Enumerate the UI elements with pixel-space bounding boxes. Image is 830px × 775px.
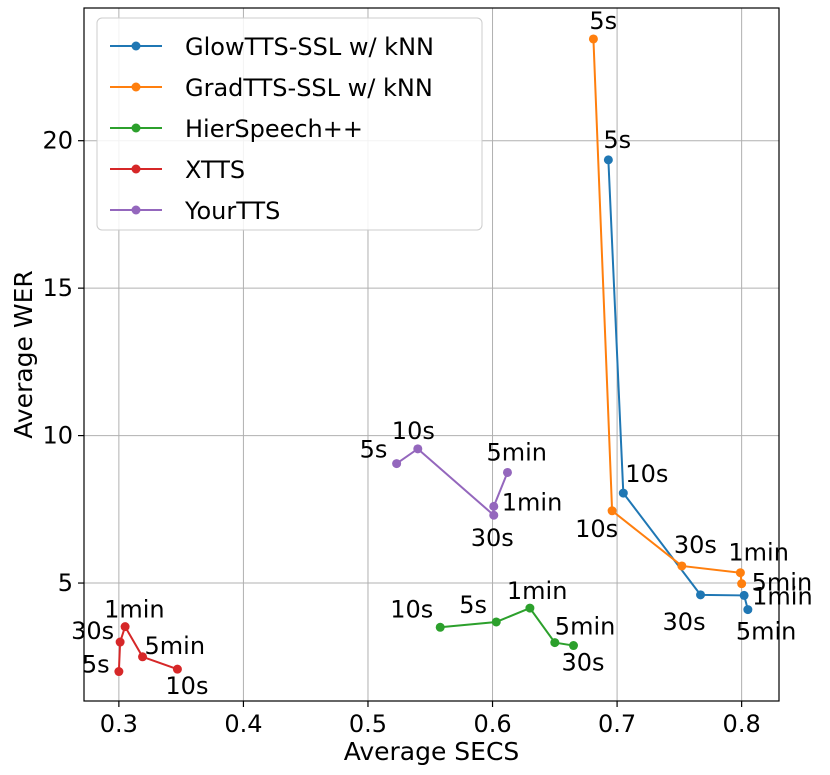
data-point — [739, 590, 749, 600]
y-tick-label: 20 — [42, 127, 73, 155]
point-label: 5min — [736, 618, 797, 646]
data-point — [568, 641, 578, 651]
point-label: 5s — [82, 651, 110, 679]
data-point — [607, 506, 617, 516]
point-label: 30s — [663, 608, 706, 636]
legend-marker — [131, 205, 141, 215]
point-label: 1min — [752, 582, 813, 610]
data-point — [588, 34, 598, 44]
x-tick-label: 0.6 — [473, 710, 511, 738]
data-point — [502, 467, 512, 477]
legend-label: YourTTS — [184, 197, 280, 225]
data-point — [696, 590, 706, 600]
data-point — [491, 617, 501, 627]
legend-label: GlowTTS-SSL w/ kNN — [185, 33, 434, 61]
plot-frame — [83, 7, 780, 702]
data-point — [737, 579, 747, 589]
data-point — [120, 622, 130, 632]
point-label: 10s — [390, 595, 433, 623]
x-axis-title: Average SECS — [344, 737, 520, 766]
series-glowtts-ssl-w-knn — [603, 155, 753, 615]
y-tick-label: 15 — [42, 274, 73, 302]
point-label: 30s — [561, 649, 604, 677]
series-yourtts — [392, 444, 512, 520]
point-label: 1min — [502, 488, 563, 516]
x-tick-label: 0.5 — [349, 710, 387, 738]
data-point — [138, 652, 148, 662]
data-point — [525, 603, 535, 613]
data-point — [550, 638, 560, 648]
point-label: 30s — [471, 524, 514, 552]
data-point — [115, 637, 125, 647]
legend-marker — [131, 41, 141, 51]
legend-label: HierSpeech++ — [185, 115, 363, 143]
series-xtts — [114, 622, 182, 677]
series-hierspeech — [435, 603, 578, 651]
point-label: 10s — [625, 460, 668, 488]
data-point — [618, 488, 628, 498]
data-point — [743, 605, 753, 615]
series-layer — [114, 34, 753, 677]
point-label: 10s — [392, 417, 435, 445]
data-point — [172, 664, 182, 674]
point-label: 30s — [674, 531, 717, 559]
point-label: 30s — [71, 617, 114, 645]
data-point — [603, 155, 613, 165]
data-point — [392, 459, 402, 469]
point-label: 5s — [459, 591, 487, 619]
point-label: 5s — [589, 7, 617, 35]
point-label: 5min — [145, 632, 206, 660]
legend-marker — [131, 82, 141, 92]
point-label: 5s — [360, 436, 388, 464]
data-point — [489, 501, 499, 511]
legend-box — [96, 17, 483, 231]
data-point — [413, 444, 423, 454]
legend-marker — [131, 123, 141, 133]
point-label: 5min — [752, 569, 813, 597]
axis-ticks: 0.3 0.4 0.5 0.6 0.7 0.8 5 10 15 20 — [42, 127, 760, 738]
point-label: 5min — [486, 438, 547, 466]
x-tick-label: 0.4 — [224, 710, 262, 738]
point-label: 5min — [555, 613, 616, 641]
point-label: 10s — [575, 515, 618, 543]
series-gradtts-ssl-w-knn — [588, 34, 747, 589]
legend-label: GradTTS-SSL w/ kNN — [185, 74, 433, 102]
x-tick-label: 0.8 — [723, 710, 761, 738]
y-axis-title: Average WER — [9, 270, 38, 439]
data-point — [677, 561, 687, 571]
data-point — [114, 667, 124, 677]
point-label: 5s — [603, 126, 631, 154]
data-point — [435, 622, 445, 632]
data-point — [735, 568, 745, 578]
x-tick-label: 0.7 — [598, 710, 636, 738]
data-point — [489, 510, 499, 520]
legend-marker — [131, 164, 141, 174]
point-label: 1min — [728, 539, 789, 567]
point-label: 10s — [165, 672, 208, 700]
legend: GlowTTS-SSL w/ kNN GradTTS-SSL w/ kNN Hier… — [96, 17, 483, 231]
point-label: 1min — [104, 596, 165, 624]
y-tick-label: 10 — [42, 422, 73, 450]
legend-label: XTTS — [185, 156, 245, 184]
point-label: 1min — [507, 577, 568, 605]
x-tick-label: 0.3 — [100, 710, 138, 738]
y-tick-label: 5 — [58, 569, 73, 597]
